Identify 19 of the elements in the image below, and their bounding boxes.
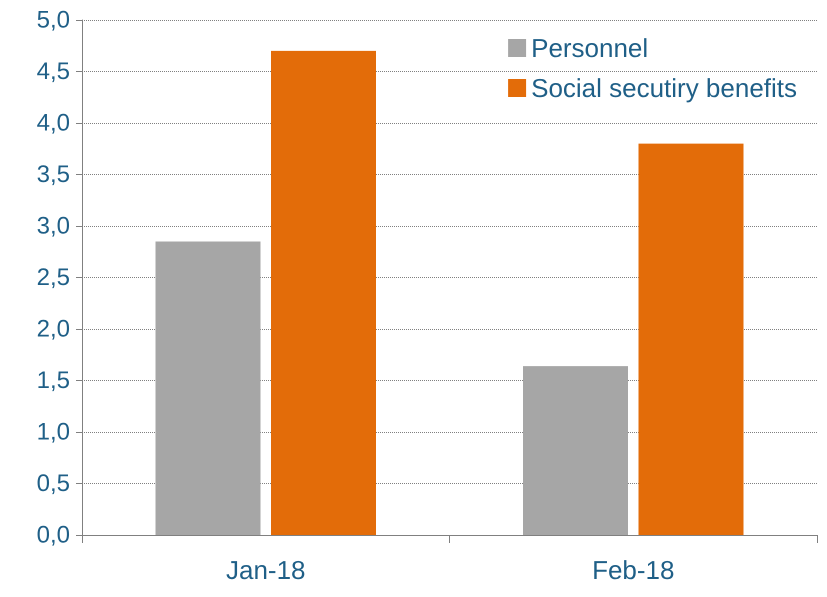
y-tick-label: 2,5 xyxy=(36,264,70,291)
y-tick-label: 1,5 xyxy=(36,367,70,394)
y-tick-label: 1,0 xyxy=(36,418,70,446)
x-tick-label: Feb-18 xyxy=(592,555,674,585)
y-tick-label: 2,0 xyxy=(36,316,70,342)
legend-label: Social secutiry benefits xyxy=(531,73,798,103)
bar xyxy=(523,366,628,535)
y-tick-label: 3,5 xyxy=(36,161,70,188)
bar xyxy=(638,144,744,535)
y-tick-label: 3,0 xyxy=(36,212,70,240)
y-tick-label: 4,0 xyxy=(36,110,70,136)
x-tick-label: Jan-18 xyxy=(226,555,306,585)
y-tick-label: 4,5 xyxy=(36,58,70,85)
y-tick-label: 0,0 xyxy=(36,522,70,548)
bar xyxy=(156,241,260,535)
y-tick-label: 0,5 xyxy=(36,470,70,497)
y-tick-label: 5,0 xyxy=(36,6,70,34)
bar xyxy=(271,50,376,535)
legend-label: Personnel xyxy=(531,33,648,63)
